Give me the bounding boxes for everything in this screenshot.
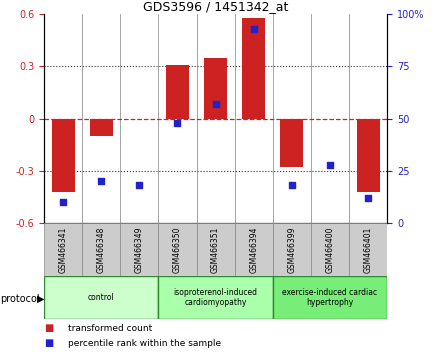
Text: transformed count: transformed count — [68, 324, 152, 333]
Text: ■: ■ — [44, 338, 53, 348]
Bar — [235, 223, 273, 276]
Bar — [158, 276, 273, 319]
Bar — [82, 223, 120, 276]
Bar — [273, 276, 387, 319]
Text: GSM466400: GSM466400 — [326, 226, 334, 273]
Text: GSM466350: GSM466350 — [173, 226, 182, 273]
Point — [98, 178, 105, 184]
Text: exercise-induced cardiac
hypertrophy: exercise-induced cardiac hypertrophy — [282, 288, 378, 307]
Bar — [44, 276, 158, 319]
Text: protocol: protocol — [0, 294, 40, 304]
Point — [365, 195, 372, 201]
Bar — [204, 58, 227, 119]
Bar — [311, 223, 349, 276]
Text: isoproterenol-induced
cardiomyopathy: isoproterenol-induced cardiomyopathy — [174, 288, 257, 307]
Text: GSM466399: GSM466399 — [287, 226, 297, 273]
Text: GSM466351: GSM466351 — [211, 226, 220, 273]
Text: GSM466394: GSM466394 — [249, 226, 258, 273]
Point — [250, 26, 257, 32]
Bar — [197, 223, 235, 276]
Bar — [280, 119, 303, 167]
Text: ▶: ▶ — [37, 294, 45, 304]
Point — [59, 199, 66, 205]
Text: GSM466401: GSM466401 — [363, 226, 373, 273]
Text: percentile rank within the sample: percentile rank within the sample — [68, 338, 221, 348]
Text: ■: ■ — [44, 323, 53, 333]
Bar — [349, 223, 387, 276]
Title: GDS3596 / 1451342_at: GDS3596 / 1451342_at — [143, 0, 288, 13]
Bar — [51, 119, 74, 192]
Point — [174, 120, 181, 126]
Bar — [158, 223, 197, 276]
Bar — [166, 65, 189, 119]
Bar — [44, 223, 82, 276]
Text: control: control — [88, 293, 114, 302]
Bar — [120, 223, 158, 276]
Point — [288, 183, 295, 188]
Point — [212, 101, 219, 107]
Bar — [357, 119, 380, 192]
Bar — [90, 119, 113, 136]
Bar — [242, 18, 265, 119]
Point — [136, 183, 143, 188]
Point — [326, 162, 334, 167]
Bar — [273, 223, 311, 276]
Text: GSM466349: GSM466349 — [135, 226, 144, 273]
Text: GSM466348: GSM466348 — [97, 226, 106, 273]
Text: GSM466341: GSM466341 — [59, 226, 68, 273]
